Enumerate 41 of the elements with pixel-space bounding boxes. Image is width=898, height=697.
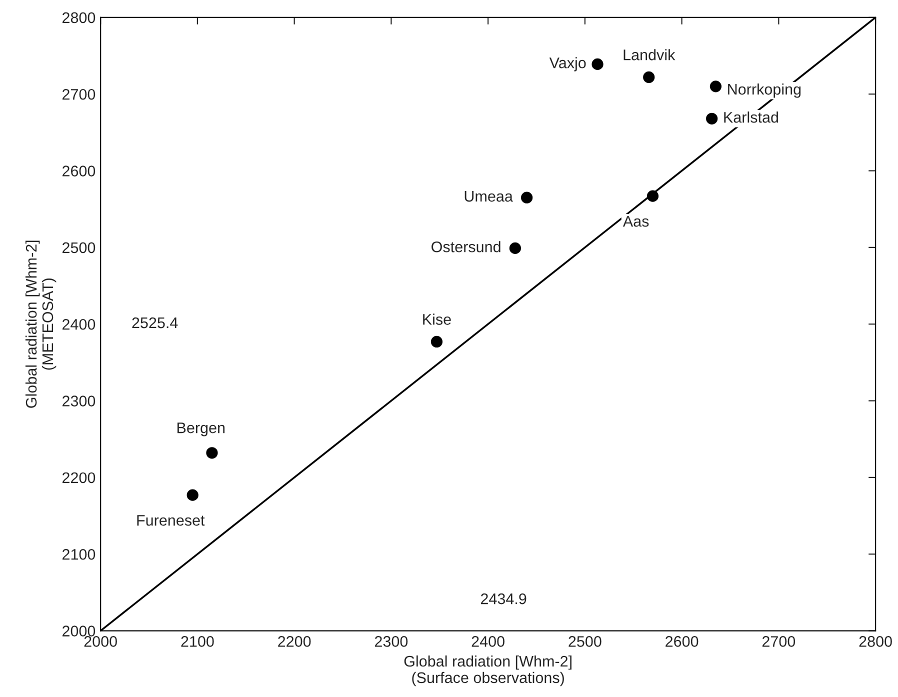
x-axis-title: Global radiation [Whm-2] (Surface observations) — [404, 655, 572, 686]
y-tick-label: 2800 — [62, 12, 96, 24]
data-label: Norrkoping — [728, 83, 801, 98]
data-label: Landvik — [624, 49, 676, 60]
point — [430, 336, 443, 348]
point — [592, 58, 604, 70]
y-tick-label: 2100 — [62, 548, 96, 560]
data-label: Kise — [423, 314, 451, 325]
point — [206, 447, 218, 459]
y-tick-label: 2200 — [62, 472, 96, 484]
x-tick-label: 2400 — [472, 636, 504, 647]
data-label: Umeaa — [464, 191, 513, 202]
point — [706, 112, 718, 124]
point — [186, 489, 198, 501]
y-tick-label: 2000 — [62, 626, 96, 636]
point — [710, 80, 722, 92]
y-tick-label: 2400 — [62, 318, 96, 330]
data-label: Bergen — [177, 422, 225, 436]
x-tick-label: 2100 — [181, 636, 214, 647]
y-tick-label: 2300 — [62, 396, 96, 406]
x-tick-label: 2600 — [666, 636, 698, 647]
y-tick-label: 2600 — [62, 166, 96, 176]
y-axis-title: Global radiation [Whm-2] (METEOSAT) — [25, 240, 56, 408]
annotation: 2525.4 — [132, 317, 178, 328]
data-label: Ostersund — [432, 241, 500, 252]
y-tick-label: 2500 — [62, 242, 96, 254]
y-tick-label: 2700 — [62, 88, 96, 100]
point — [509, 242, 521, 254]
point — [521, 192, 533, 204]
x-tick-label: 2700 — [762, 636, 796, 647]
x-tick-label: 2300 — [374, 636, 408, 647]
x-tick-label: 2200 — [278, 636, 311, 647]
data-label: Aas — [622, 216, 649, 227]
x-tick-label: 2000 — [84, 636, 117, 647]
point — [643, 71, 655, 84]
annotation: 2434.9 — [480, 593, 526, 604]
data-label: Karlstad — [724, 112, 778, 123]
x-tick-label: 2800 — [859, 636, 892, 647]
x-tick-label: 2500 — [568, 636, 602, 647]
data-label: Fureneset — [137, 515, 205, 526]
data-label: Vaxjo — [549, 57, 586, 72]
